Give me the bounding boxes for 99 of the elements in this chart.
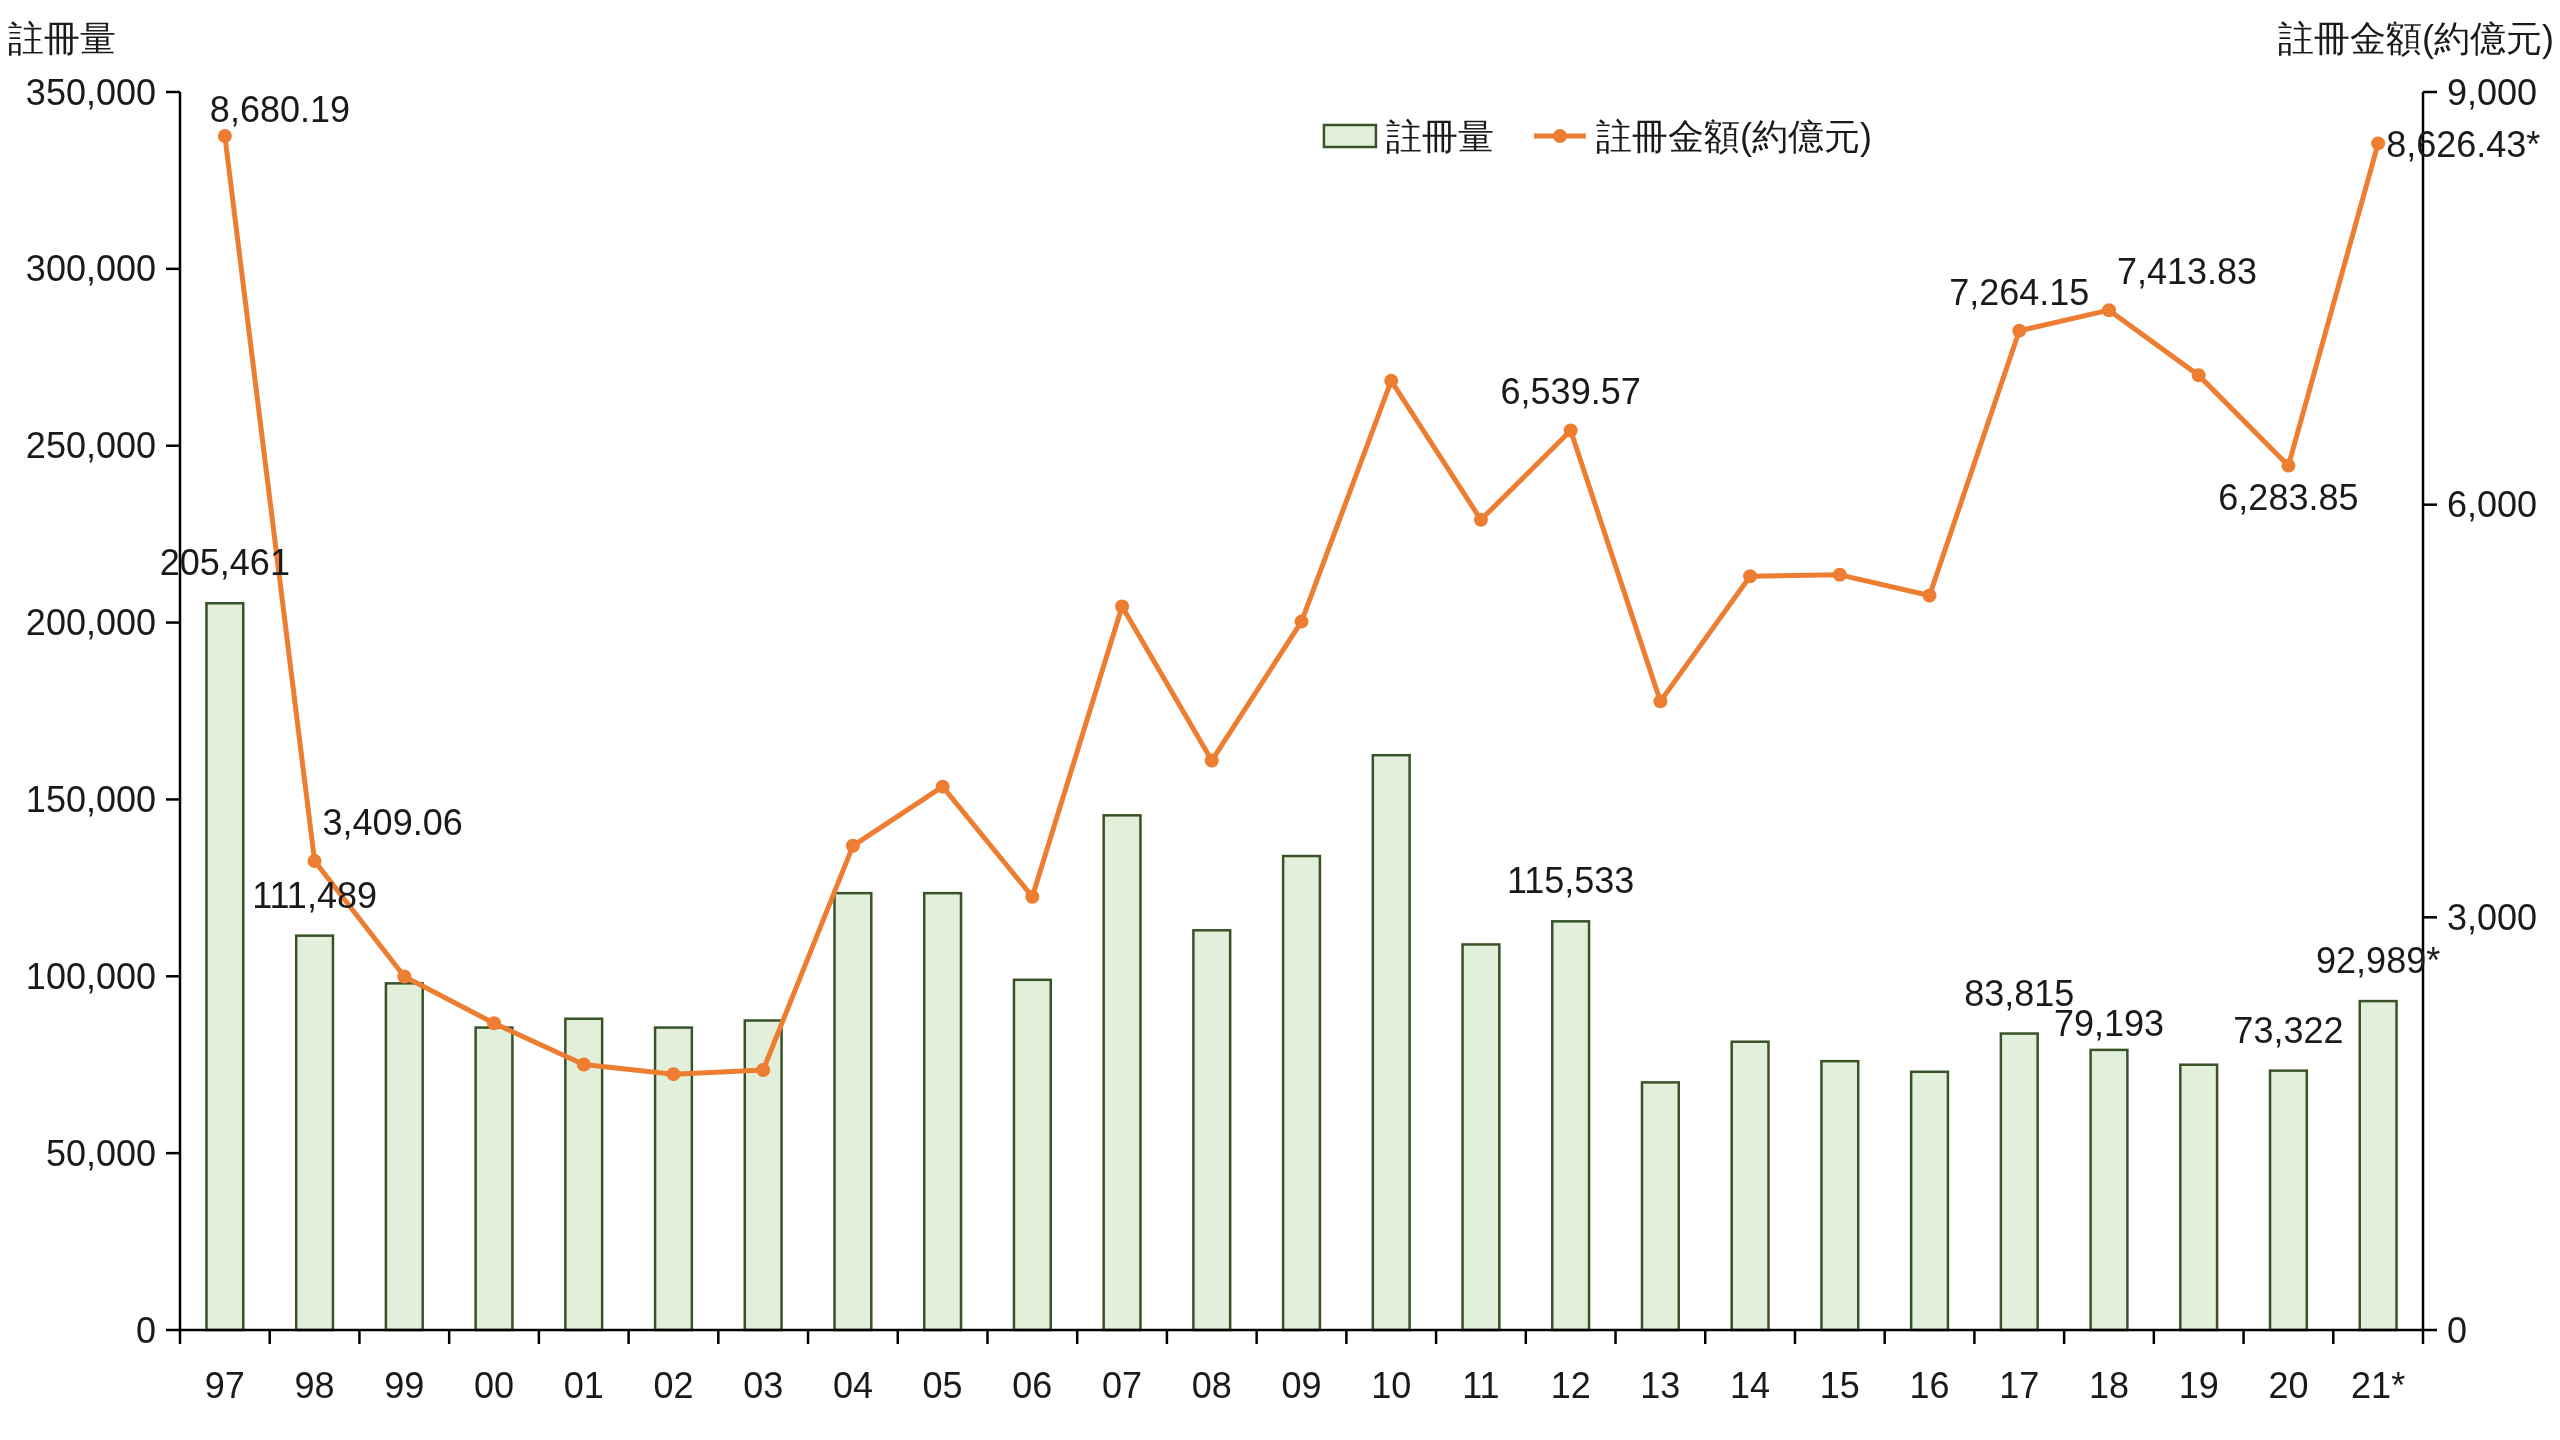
point xyxy=(2101,303,2116,318)
x-tick-label: 12 xyxy=(1550,1364,1591,1406)
bar xyxy=(2179,1063,2219,1332)
x-tick-label: 13 xyxy=(1640,1364,1681,1406)
x-tick-label: 10 xyxy=(1371,1364,1412,1406)
bar xyxy=(1461,943,1501,1332)
bar xyxy=(1012,978,1052,1332)
point xyxy=(1473,512,1488,527)
point xyxy=(1743,569,1758,584)
bar xyxy=(2089,1048,2129,1332)
point xyxy=(1025,889,1040,904)
y-tick-label: 50,000 xyxy=(45,1132,156,1174)
point xyxy=(2191,368,2206,383)
data-label: 7,413.83 xyxy=(2116,251,2258,293)
bar xyxy=(1281,854,1322,1332)
data-label: 115,533 xyxy=(1506,860,1635,902)
x-tick-label: 15 xyxy=(1819,1364,1860,1406)
data-label: 6,539.57 xyxy=(1500,371,1641,413)
x-tick-label: 09 xyxy=(1281,1364,1322,1406)
x-tick-label: 17 xyxy=(1999,1364,2040,1406)
bar xyxy=(294,934,335,1332)
y-tick-label: 300,000 xyxy=(25,248,156,290)
x-tick-label: 08 xyxy=(1191,1364,1232,1406)
bar xyxy=(2268,1069,2309,1332)
bar xyxy=(474,1026,514,1332)
y2-tick-label: 9,000 xyxy=(2447,71,2538,113)
x-tick-label: 01 xyxy=(563,1364,604,1406)
y-tick-label: 200,000 xyxy=(25,602,156,644)
data-label: 73,322 xyxy=(2233,1009,2344,1051)
y-tick-label: 0 xyxy=(135,1309,156,1351)
legend-label: 註冊金額(約億元) xyxy=(1595,115,1872,157)
x-tick-label: 03 xyxy=(743,1364,784,1406)
x-tick-label: 21* xyxy=(2351,1364,2406,1406)
x-tick-label: 99 xyxy=(384,1364,425,1406)
point xyxy=(1653,694,1668,709)
point xyxy=(2281,458,2296,473)
bar xyxy=(564,1017,604,1332)
x-tick-label: 16 xyxy=(1909,1364,1950,1406)
y-tick-label: 150,000 xyxy=(25,778,156,820)
bar xyxy=(1371,753,1411,1332)
y-axis-title: 註冊量 xyxy=(8,17,116,59)
x-tick-label: 02 xyxy=(653,1364,694,1406)
point xyxy=(576,1057,591,1072)
bar xyxy=(1192,929,1232,1332)
bar xyxy=(1999,1032,2039,1332)
bar xyxy=(653,1026,694,1332)
point xyxy=(217,128,232,143)
legend-label: 註冊量 xyxy=(1385,115,1494,157)
x-tick-label: 18 xyxy=(2088,1364,2129,1406)
point xyxy=(1204,753,1219,768)
bar xyxy=(1909,1070,1950,1332)
x-tick-label: 05 xyxy=(922,1364,963,1406)
y-tick-label: 250,000 xyxy=(25,425,156,467)
x-tick-label: 07 xyxy=(1102,1364,1143,1406)
bar xyxy=(1551,920,1591,1332)
point xyxy=(2371,136,2386,151)
x-tick-label: 00 xyxy=(474,1364,515,1406)
x-tick-label: 20 xyxy=(2268,1364,2309,1406)
bar xyxy=(1730,1040,1770,1332)
point xyxy=(1563,423,1578,438)
point xyxy=(2012,323,2027,338)
bar xyxy=(2358,999,2398,1332)
point xyxy=(1384,373,1399,388)
bar xyxy=(1640,1081,1681,1332)
bar xyxy=(743,1019,783,1332)
y2-tick-label: 3,000 xyxy=(2447,896,2538,938)
y-tick-label: 350,000 xyxy=(25,71,156,113)
x-tick-label: 11 xyxy=(1462,1364,1500,1406)
data-label: 6,283.85 xyxy=(2218,477,2359,519)
point xyxy=(1832,567,1847,582)
bar xyxy=(384,982,424,1332)
data-label: 3,409.06 xyxy=(322,802,463,844)
point xyxy=(1922,588,1937,603)
data-label: 7,264.15 xyxy=(1949,271,2090,313)
x-tick-label: 19 xyxy=(2178,1364,2219,1406)
point xyxy=(1294,614,1309,629)
bar xyxy=(833,891,873,1332)
point xyxy=(666,1067,681,1082)
point xyxy=(307,854,322,869)
x-tick-label: 04 xyxy=(832,1364,873,1406)
x-tick-label: 98 xyxy=(294,1364,335,1406)
y2-axis-title: 註冊金額(約億元) xyxy=(2278,17,2554,59)
point xyxy=(397,969,412,984)
x-tick-label: 97 xyxy=(204,1364,245,1406)
bar xyxy=(1820,1059,1860,1332)
y2-tick-label: 6,000 xyxy=(2447,484,2538,526)
data-label: 8,680.19 xyxy=(209,88,350,130)
y-tick-label: 100,000 xyxy=(25,955,156,997)
bar xyxy=(922,891,963,1332)
bar xyxy=(1102,814,1142,1332)
point xyxy=(845,838,860,853)
y2-tick-label: 0 xyxy=(2447,1309,2468,1351)
point xyxy=(935,779,950,794)
point xyxy=(756,1063,771,1078)
x-tick-label: 06 xyxy=(1012,1364,1053,1406)
bar xyxy=(205,602,245,1332)
point xyxy=(1115,599,1130,614)
x-tick-label: 14 xyxy=(1730,1364,1771,1406)
point xyxy=(487,1016,502,1031)
